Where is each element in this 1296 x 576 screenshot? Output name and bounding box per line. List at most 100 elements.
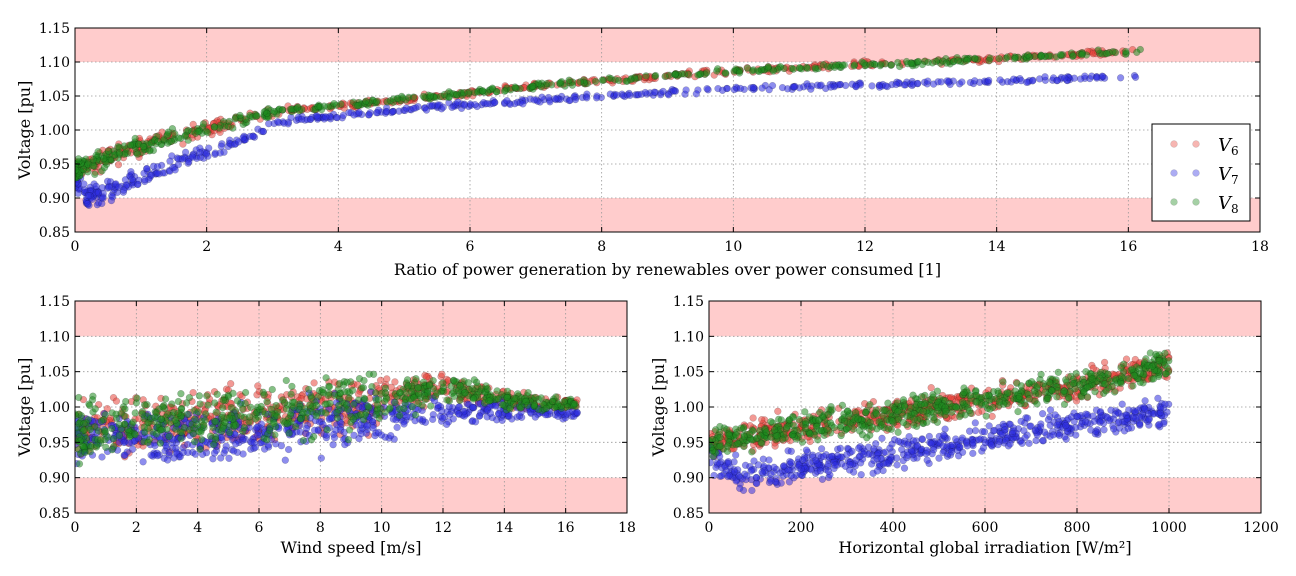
data-point	[454, 98, 462, 106]
data-point	[924, 77, 932, 85]
data-point	[684, 70, 693, 79]
data-point	[219, 396, 227, 404]
data-point	[266, 426, 274, 435]
data-point	[661, 72, 669, 81]
data-point	[1061, 74, 1069, 82]
data-point	[212, 408, 220, 416]
data-point	[133, 150, 142, 158]
data-point	[439, 103, 447, 111]
data-point	[1027, 422, 1035, 430]
data-point	[131, 431, 139, 439]
data-point	[183, 410, 192, 419]
data-point	[230, 447, 238, 455]
series-V8	[75, 370, 580, 468]
data-point	[940, 431, 948, 439]
data-point	[1053, 421, 1062, 429]
data-point	[870, 445, 878, 453]
data-point	[732, 451, 740, 459]
data-point	[395, 107, 403, 115]
data-point	[551, 95, 559, 103]
data-point	[306, 115, 315, 124]
data-point	[181, 132, 189, 140]
data-point	[832, 61, 840, 69]
data-point	[86, 425, 94, 434]
chart-irradiation: 0 200 400 600 800 1000 12000.850.900.951.001.0…	[649, 294, 1279, 557]
data-point	[464, 379, 472, 387]
data-point	[613, 91, 621, 99]
x-tick-label: 4	[334, 239, 343, 255]
data-point	[627, 76, 635, 84]
data-point	[455, 410, 463, 418]
x-tick-label: 2	[202, 239, 211, 255]
data-point	[412, 375, 420, 383]
data-point	[1116, 74, 1125, 82]
x-tick-label: 0	[71, 239, 80, 255]
y-tick-label: 0.90	[39, 471, 70, 487]
data-point	[145, 147, 154, 155]
data-point	[483, 99, 491, 108]
data-point	[1107, 406, 1115, 414]
limit-band	[75, 198, 1260, 232]
data-point	[330, 391, 339, 399]
y-tick-label: 0.85	[39, 225, 70, 241]
data-point	[846, 460, 854, 469]
data-point	[1032, 426, 1040, 434]
data-point	[124, 425, 132, 433]
data-point	[115, 149, 124, 157]
data-point	[80, 419, 88, 428]
data-point	[271, 431, 279, 439]
data-point	[171, 416, 179, 424]
y-tick-label: 1.00	[39, 400, 70, 416]
data-point	[128, 175, 136, 183]
data-point	[225, 428, 234, 437]
data-point	[375, 414, 383, 422]
data-point	[272, 440, 280, 448]
data-point	[438, 414, 447, 422]
data-point	[591, 77, 600, 86]
data-point	[75, 189, 82, 197]
x-tick-label: 4	[193, 520, 202, 536]
data-point	[154, 137, 162, 146]
data-point	[904, 451, 912, 459]
data-point	[735, 472, 743, 480]
data-point	[651, 71, 660, 80]
data-point	[168, 400, 176, 408]
data-point	[213, 390, 221, 398]
data-point	[765, 456, 773, 464]
data-point	[433, 389, 441, 397]
data-point	[383, 375, 391, 383]
data-point	[958, 434, 967, 442]
data-point	[1038, 436, 1047, 445]
data-point	[1081, 72, 1089, 80]
data-point	[1103, 413, 1112, 422]
data-point	[544, 93, 553, 102]
data-point	[954, 57, 962, 65]
data-point	[102, 443, 110, 451]
data-point	[153, 163, 162, 171]
data-point	[263, 436, 271, 444]
data-point	[565, 76, 573, 84]
data-point	[252, 423, 261, 432]
data-point	[551, 403, 559, 412]
data-point	[191, 450, 200, 458]
data-point	[985, 422, 993, 430]
data-point	[419, 378, 428, 386]
data-point	[718, 86, 727, 94]
limit-band	[709, 477, 1261, 513]
y-tick-label: 1.15	[39, 294, 70, 310]
data-point	[905, 432, 913, 441]
x-tick-label: 8	[316, 520, 325, 536]
data-point	[605, 74, 613, 82]
data-point	[202, 150, 210, 158]
data-point	[1121, 47, 1130, 56]
data-point	[242, 115, 250, 123]
data-point	[767, 477, 775, 485]
data-point	[171, 130, 179, 138]
data-point	[272, 401, 280, 410]
data-point	[743, 472, 751, 480]
data-point	[206, 432, 215, 440]
data-point	[798, 456, 807, 464]
data-point	[975, 436, 983, 444]
x-tick-label: 14	[988, 239, 1006, 255]
scatter-points	[75, 45, 1144, 210]
